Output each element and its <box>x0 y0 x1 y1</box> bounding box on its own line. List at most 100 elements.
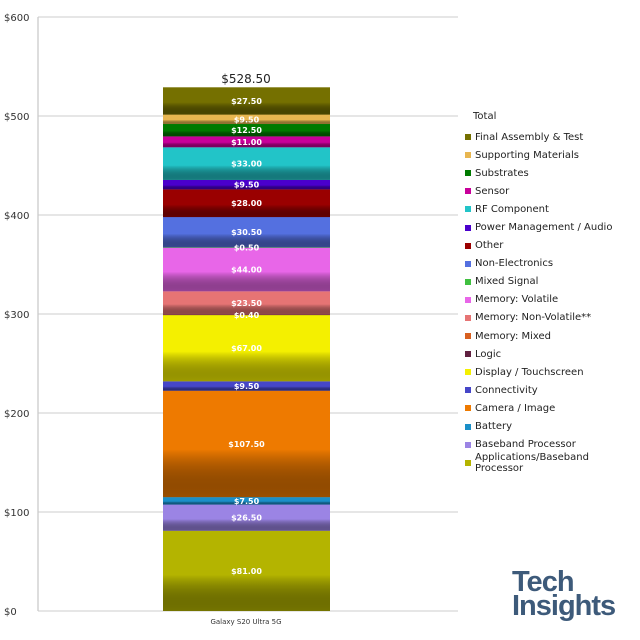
bar-segment-shade <box>163 124 330 137</box>
legend-swatch <box>465 152 471 159</box>
legend-label: Connectivity <box>475 384 538 396</box>
y-tick-label: $100 <box>4 508 29 519</box>
legend-item: Power Management / Audio <box>465 218 640 236</box>
legend-label: Mixed Signal <box>475 276 539 288</box>
bar-segment-shade <box>163 217 330 248</box>
legend-swatch <box>465 206 471 213</box>
legend-label: Applications/Baseband Processor <box>474 451 589 474</box>
legend-label: RF Component <box>475 203 549 215</box>
bar-segment-shade <box>163 136 330 148</box>
legend-item: Final Assembly & Test <box>465 128 640 146</box>
legend-swatch <box>465 224 471 231</box>
y-tick-label: $300 <box>4 310 29 321</box>
legend-label: Supporting Materials <box>475 149 580 161</box>
bar-segment-shade <box>163 497 330 505</box>
legend-label: Battery <box>475 421 513 433</box>
legend-swatch <box>465 278 471 285</box>
data-label: $11.00 <box>231 138 262 147</box>
legend-title: Total <box>473 111 497 122</box>
legend-item: Memory: Mixed <box>465 327 640 345</box>
legend-label: Camera / Image <box>475 402 556 414</box>
legend-label: Baseband Processor <box>475 439 576 451</box>
legend-label: Memory: Mixed <box>475 330 552 342</box>
y-tick-label: $200 <box>4 409 29 420</box>
data-label: $28.00 <box>231 199 262 208</box>
legend-swatch <box>465 459 471 466</box>
data-label: $27.50 <box>231 97 262 106</box>
legend-swatch <box>465 170 471 177</box>
bar-segment-shade <box>163 314 330 382</box>
legend-swatch <box>465 296 471 303</box>
legend-item: Camera / Image <box>465 399 640 417</box>
data-label: $0.50 <box>234 244 260 253</box>
legend-swatch <box>465 314 471 321</box>
y-tick-label: $500 <box>4 112 29 123</box>
data-label: $33.00 <box>231 160 262 169</box>
legend-label: Power Management / Audio <box>475 222 613 234</box>
legend-label: Memory: Non-Volatile** <box>475 312 592 324</box>
legend-label: Non-Electronics <box>475 258 554 270</box>
data-label: $9.50 <box>234 115 260 124</box>
legend-item: Sensor <box>465 182 640 200</box>
legend-item: Memory: Volatile <box>465 291 640 309</box>
legend-label: Other <box>475 240 504 252</box>
legend-label: Memory: Volatile <box>475 294 559 306</box>
y-tick-label: $600 <box>4 13 29 24</box>
legend-swatch <box>465 188 471 195</box>
data-label: $12.50 <box>231 126 262 135</box>
bar-segment-shade <box>163 314 330 316</box>
data-label: $0.40 <box>234 311 260 320</box>
legend-label: Substrates <box>475 167 529 179</box>
legend-swatch <box>465 351 471 358</box>
y-tick-label: $400 <box>4 211 29 222</box>
bar-segment-shade <box>163 114 330 125</box>
data-label: $44.00 <box>231 266 262 275</box>
legend-swatch <box>465 333 471 340</box>
legend-item: Logic <box>465 345 640 363</box>
bar-segment-shade <box>163 291 330 315</box>
legend-item: Applications/Baseband Processor <box>465 451 640 474</box>
bar-segment-shade <box>163 147 330 180</box>
legend-item: Non-Electronics <box>465 255 640 273</box>
legend-item: Display / Touchscreen <box>465 363 640 381</box>
data-label: $30.50 <box>231 228 262 237</box>
legend-item: Substrates <box>465 164 640 182</box>
legend-item: RF Component <box>465 200 640 218</box>
legend-swatch <box>465 441 471 448</box>
legend-label: Display / Touchscreen <box>475 366 584 378</box>
legend-swatch <box>465 369 471 376</box>
legend-swatch <box>465 405 471 412</box>
data-label: $9.50 <box>234 382 260 391</box>
data-label: $67.00 <box>231 344 262 353</box>
bar-segment-shade <box>163 189 330 218</box>
bar-segment-shade <box>163 247 330 248</box>
legend-label: Final Assembly & Test <box>475 131 584 143</box>
data-label: $81.00 <box>231 567 262 576</box>
bar-segment-shade <box>163 247 330 292</box>
data-label: $7.50 <box>234 497 260 506</box>
legend-item: Baseband Processor <box>465 436 640 454</box>
legend-label: Logic <box>475 348 502 360</box>
legend-swatch <box>465 134 471 141</box>
x-category-label: Galaxy S20 Ultra 5G <box>210 618 281 626</box>
legend-item: Memory: Non-Volatile** <box>465 309 640 327</box>
legend: Total Final Assembly & Test Supporting Ma… <box>465 110 640 474</box>
legend-item: Supporting Materials <box>465 146 640 164</box>
data-label: $9.50 <box>234 181 260 190</box>
legend-swatch <box>465 260 471 267</box>
data-label: $23.50 <box>231 299 262 308</box>
legend-swatch <box>465 242 471 249</box>
bar-segment-shade <box>163 179 330 190</box>
legend-item: Battery <box>465 418 640 436</box>
bar-segment-shade <box>163 390 330 498</box>
legend-label: Sensor <box>475 185 510 197</box>
total-label: $528.50 <box>221 72 271 86</box>
legend-swatch <box>465 423 471 430</box>
legend-item: Connectivity <box>465 381 640 399</box>
data-label: $107.50 <box>228 440 265 449</box>
bar-segment-shade <box>163 530 330 611</box>
legend-item: Mixed Signal <box>465 273 640 291</box>
bar-segment-shade <box>163 87 330 115</box>
